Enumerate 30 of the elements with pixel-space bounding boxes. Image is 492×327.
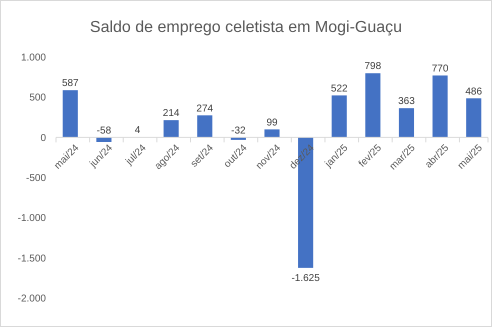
bar	[62, 90, 78, 138]
y-tick-label: -2.000	[18, 294, 46, 304]
data-label: 99	[266, 117, 278, 128]
data-label: 214	[162, 108, 180, 120]
y-tick-label: 1.000	[20, 52, 46, 64]
data-label: 798	[364, 61, 382, 72]
data-label: 522	[330, 83, 348, 94]
data-label: -1.625	[291, 272, 320, 284]
y-tick-label: -500	[26, 173, 46, 184]
data-label: 770	[432, 63, 449, 74]
data-label: 363	[398, 96, 416, 108]
data-label: -32	[231, 125, 246, 136]
bar	[332, 95, 347, 138]
bar	[365, 73, 380, 138]
y-tick-label: -1.500	[18, 253, 46, 264]
bar	[432, 75, 448, 138]
y-tick-label: 500	[29, 92, 46, 104]
data-label: -58	[96, 125, 112, 136]
data-label: 486	[465, 86, 482, 98]
bar	[398, 108, 414, 138]
y-tick-label: 0	[40, 132, 46, 144]
bar	[466, 98, 482, 138]
bar	[164, 120, 179, 138]
y-tick-label: -1.000	[18, 213, 46, 224]
bar	[264, 129, 280, 138]
data-label: 4	[134, 125, 141, 136]
data-label: 587	[62, 78, 80, 90]
bar	[197, 115, 212, 138]
data-label: 274	[196, 103, 214, 114]
chart-title: Saldo de emprego celetista em Mogi-Guaçu	[90, 19, 402, 36]
